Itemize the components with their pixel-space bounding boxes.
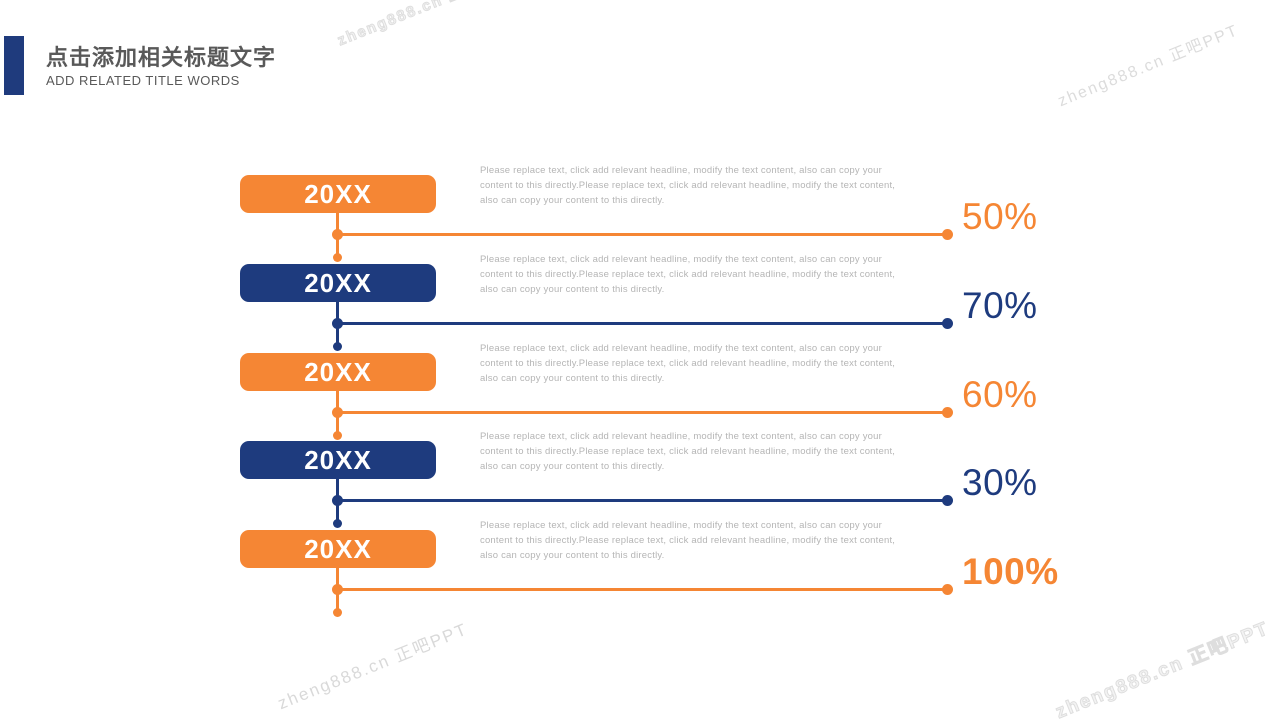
junction-dot [332, 495, 343, 506]
year-badge[interactable]: 20XX [240, 441, 436, 479]
row-description[interactable]: Please replace text, click add relevant … [480, 431, 896, 472]
row-description[interactable]: Please replace text, click add relevant … [480, 520, 896, 561]
horizontal-connector-line [338, 588, 948, 591]
year-badge[interactable]: 20XX [240, 353, 436, 391]
horizontal-connector-line [338, 411, 948, 414]
percent-label[interactable]: 100% [962, 551, 1059, 592]
timeline-row: 20XX Please replace text, click add rele… [0, 165, 1280, 265]
percent-label[interactable]: 70% [962, 285, 1038, 326]
row-description[interactable]: Please replace text, click add relevant … [480, 165, 896, 206]
connector-bottom-dot [333, 519, 342, 528]
horizontal-connector-line [338, 322, 948, 325]
percent-label[interactable]: 30% [962, 462, 1038, 503]
connector-bottom-dot [333, 253, 342, 262]
junction-dot [332, 229, 343, 240]
line-end-dot [942, 318, 953, 329]
title-accent-bar [4, 36, 24, 95]
connector-bottom-dot [333, 608, 342, 617]
year-badge[interactable]: 20XX [240, 264, 436, 302]
line-end-dot [942, 584, 953, 595]
horizontal-connector-line [338, 233, 948, 236]
junction-dot [332, 584, 343, 595]
slide-title[interactable]: 点击添加相关标题文字 [46, 45, 277, 70]
line-end-dot [942, 229, 953, 240]
slide-subtitle[interactable]: ADD RELATED TITLE WORDS [46, 73, 240, 88]
connector-bottom-dot [333, 431, 342, 440]
year-badge[interactable]: 20XX [240, 175, 436, 213]
timeline-row: 20XX Please replace text, click add rele… [0, 431, 1280, 531]
junction-dot [332, 318, 343, 329]
timeline-row: 20XX Please replace text, click add rele… [0, 254, 1280, 354]
line-end-dot [942, 495, 953, 506]
horizontal-connector-line [338, 499, 948, 502]
timeline-row: 20XX Please replace text, click add rele… [0, 520, 1280, 620]
connector-bottom-dot [333, 342, 342, 351]
percent-label[interactable]: 50% [962, 196, 1038, 237]
year-badge[interactable]: 20XX [240, 530, 436, 568]
percent-label[interactable]: 60% [962, 374, 1038, 415]
line-end-dot [942, 407, 953, 418]
row-description[interactable]: Please replace text, click add relevant … [480, 343, 896, 384]
junction-dot [332, 407, 343, 418]
row-description[interactable]: Please replace text, click add relevant … [480, 254, 896, 295]
timeline-row: 20XX Please replace text, click add rele… [0, 343, 1280, 443]
